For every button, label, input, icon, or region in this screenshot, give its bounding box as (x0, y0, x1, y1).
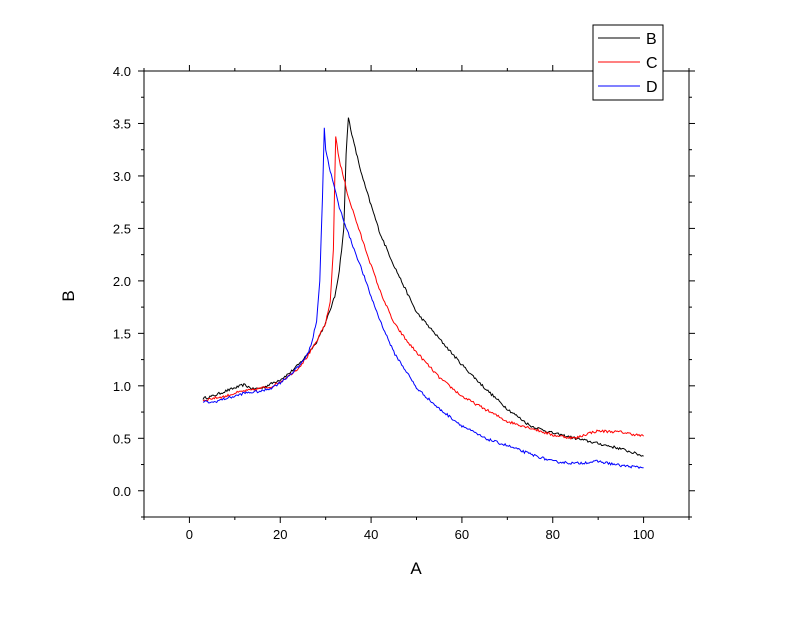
x-tick-label: 40 (364, 527, 378, 542)
series-line-c (202, 136, 644, 440)
y-axis-ticks: 0.0 0.5 1.0 1.5 2.0 2.5 3.0 3.5 4.0 (113, 64, 695, 518)
y-tick-label: 4.0 (113, 64, 131, 79)
legend: BCD (592, 24, 664, 101)
y-tick-label: 1.5 (113, 326, 131, 341)
series-line-b (202, 117, 644, 457)
y-tick-label: 3.5 (113, 116, 131, 131)
legend-label-b: B (646, 31, 657, 48)
y-tick-label: 3.0 (113, 169, 131, 184)
x-tick-label: 60 (455, 527, 469, 542)
legend-label-c: C (646, 55, 658, 72)
x-axis-ticks: 0 20 40 60 80 100 (143, 65, 690, 542)
legend-label-d: D (646, 79, 658, 96)
x-tick-label: 100 (633, 527, 655, 542)
series-line-d (202, 127, 644, 469)
y-tick-label: 1.0 (113, 379, 131, 394)
y-tick-label: 2.5 (113, 221, 131, 236)
plot-frame (143, 70, 690, 518)
y-tick-label: 0.5 (113, 431, 131, 446)
x-tick-label: 0 (186, 527, 193, 542)
x-axis-label: A (410, 559, 422, 578)
y-axis-label: B (59, 290, 78, 301)
y-tick-label: 0.0 (113, 484, 131, 499)
y-tick-label: 2.0 (113, 274, 131, 289)
plot-lines (202, 117, 644, 469)
x-tick-label: 20 (273, 527, 287, 542)
x-tick-label: 80 (546, 527, 560, 542)
